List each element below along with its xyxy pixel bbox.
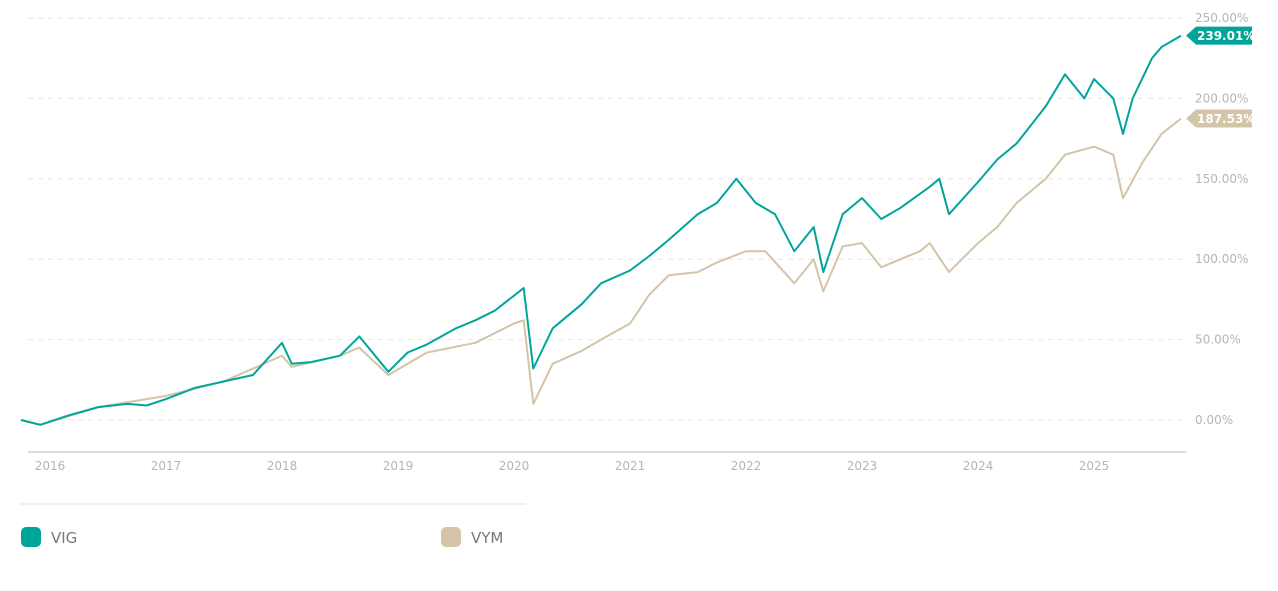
legend-swatch-vym: [441, 527, 461, 547]
x-tick-label: 2021: [615, 459, 646, 473]
y-tick-label: 100.00%: [1195, 252, 1248, 266]
legend-item-vym[interactable]: VYM: [441, 527, 503, 547]
last-value-badge-vig: [1186, 26, 1252, 45]
x-tick-label: 2018: [267, 459, 298, 473]
last-value-badge-vym: [1186, 109, 1252, 128]
x-tick-label: 2016: [35, 459, 66, 473]
legend-label-vig: VIG: [51, 529, 77, 547]
x-tick-label: 2023: [847, 459, 878, 473]
y-tick-label: 250.00%: [1195, 11, 1248, 25]
series-line-vym: [20, 117, 1182, 426]
y-tick-label: 0.00%: [1195, 413, 1233, 427]
x-tick-label: 2024: [963, 459, 994, 473]
x-tick-label: 2020: [499, 459, 530, 473]
x-tick-label: 2017: [151, 459, 182, 473]
legend-swatch-vig: [21, 527, 41, 547]
y-tick-label: 50.00%: [1195, 333, 1241, 347]
series-line-vig: [20, 34, 1182, 426]
x-tick-label: 2019: [383, 459, 414, 473]
x-tick-label: 2022: [731, 459, 762, 473]
last-value-label-vig: 239.01%: [1197, 29, 1255, 43]
last-value-label-vym: 187.53%: [1197, 112, 1255, 126]
y-tick-label: 200.00%: [1195, 91, 1248, 105]
x-tick-label: 2025: [1079, 459, 1110, 473]
legend-item-vig[interactable]: VIG: [21, 527, 77, 547]
y-tick-label: 150.00%: [1195, 172, 1248, 186]
legend-label-vym: VYM: [471, 529, 503, 547]
